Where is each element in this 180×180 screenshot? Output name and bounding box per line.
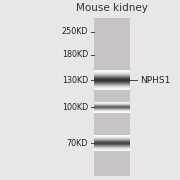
Bar: [94, 18, 130, 176]
Text: 180KD: 180KD: [62, 50, 88, 59]
Text: 100KD: 100KD: [62, 103, 88, 112]
Text: NPHS1: NPHS1: [140, 76, 171, 85]
Text: 250KD: 250KD: [62, 27, 88, 36]
Text: 70KD: 70KD: [67, 139, 88, 148]
Text: Mouse kidney: Mouse kidney: [76, 3, 148, 13]
Text: 130KD: 130KD: [62, 76, 88, 85]
